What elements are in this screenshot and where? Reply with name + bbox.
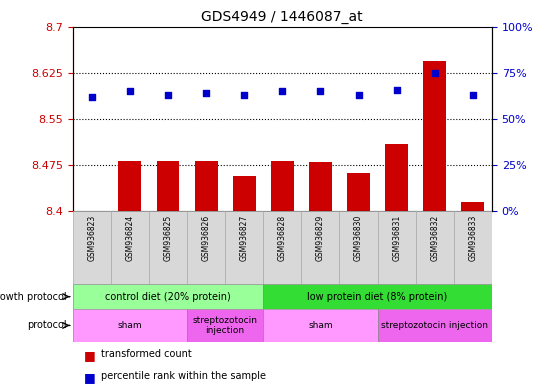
- Text: percentile rank within the sample: percentile rank within the sample: [101, 371, 266, 381]
- Text: GSM936828: GSM936828: [278, 215, 287, 261]
- Text: streptozotocin
injection: streptozotocin injection: [193, 316, 258, 335]
- Text: GSM936824: GSM936824: [125, 215, 134, 261]
- Bar: [149, 211, 187, 284]
- Bar: [454, 211, 492, 284]
- Bar: [385, 144, 408, 211]
- Bar: [225, 211, 263, 284]
- Text: growth protocol: growth protocol: [0, 291, 67, 302]
- Bar: [233, 176, 255, 211]
- Point: [278, 88, 287, 94]
- Bar: [377, 309, 492, 342]
- Point: [354, 92, 363, 98]
- Bar: [119, 161, 141, 211]
- Text: GSM936826: GSM936826: [202, 215, 211, 261]
- Point: [316, 88, 325, 94]
- Point: [163, 92, 172, 98]
- Text: transformed count: transformed count: [101, 349, 191, 359]
- Point: [430, 70, 439, 76]
- Text: GSM936830: GSM936830: [354, 215, 363, 261]
- Bar: [271, 161, 293, 211]
- Text: GSM936831: GSM936831: [392, 215, 401, 261]
- Text: ■: ■: [84, 349, 96, 362]
- Bar: [339, 211, 377, 284]
- Text: GSM936827: GSM936827: [240, 215, 249, 261]
- Bar: [263, 211, 301, 284]
- Bar: [195, 161, 217, 211]
- Text: GSM936823: GSM936823: [87, 215, 96, 261]
- Bar: [423, 61, 446, 211]
- Bar: [187, 211, 225, 284]
- Bar: [347, 173, 370, 211]
- Point: [392, 86, 401, 93]
- Text: low protein diet (8% protein): low protein diet (8% protein): [307, 291, 448, 302]
- Point: [240, 92, 249, 98]
- Bar: [309, 162, 332, 211]
- Bar: [263, 309, 377, 342]
- Text: streptozotocin injection: streptozotocin injection: [381, 321, 488, 330]
- Text: GSM936833: GSM936833: [468, 215, 477, 261]
- Text: sham: sham: [308, 321, 333, 330]
- Point: [202, 90, 211, 96]
- Bar: [80, 210, 103, 211]
- Bar: [301, 211, 339, 284]
- Text: GSM936829: GSM936829: [316, 215, 325, 261]
- Point: [87, 94, 96, 100]
- Bar: [73, 309, 187, 342]
- Text: ■: ■: [84, 371, 96, 384]
- Point: [125, 88, 134, 94]
- Bar: [461, 202, 484, 211]
- Bar: [377, 211, 416, 284]
- Text: sham: sham: [117, 321, 142, 330]
- Bar: [187, 309, 263, 342]
- Text: control diet (20% protein): control diet (20% protein): [105, 291, 231, 302]
- Text: GSM936832: GSM936832: [430, 215, 439, 261]
- Bar: [73, 211, 111, 284]
- Bar: [416, 211, 454, 284]
- Text: protocol: protocol: [27, 320, 67, 331]
- Text: GSM936825: GSM936825: [163, 215, 173, 261]
- Bar: [157, 161, 179, 211]
- Title: GDS4949 / 1446087_at: GDS4949 / 1446087_at: [201, 10, 363, 25]
- Bar: [73, 284, 263, 309]
- Bar: [263, 284, 492, 309]
- Point: [468, 92, 477, 98]
- Bar: [111, 211, 149, 284]
